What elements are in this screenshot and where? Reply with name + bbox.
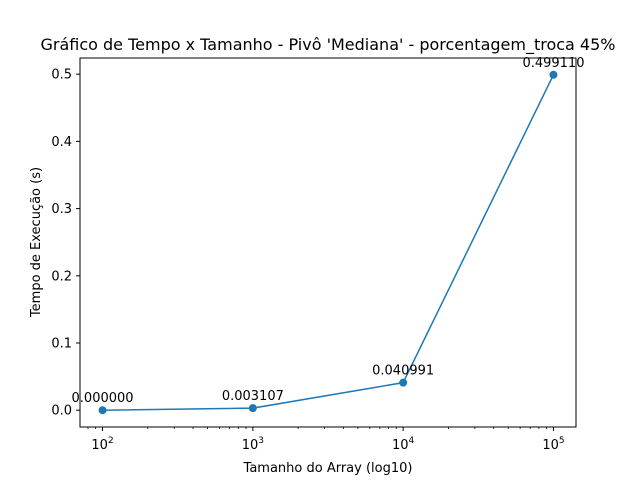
plot-area: 0.0 0.1 0.2 0.3 0.4 0.5 102 103 104 105 0.000000 0.…: [51, 56, 584, 453]
data-point: [399, 378, 408, 387]
data-label: 0.499110: [522, 56, 584, 71]
y-tick-label: 0.4: [51, 135, 72, 150]
data-label: 0.003107: [222, 389, 284, 404]
data-label: 0.040991: [372, 364, 434, 379]
data-point: [549, 70, 558, 79]
data-point: [248, 404, 257, 413]
series-line: [102, 74, 555, 411]
x-tick-label: 103: [242, 436, 264, 453]
y-tick-label: 0.2: [51, 269, 72, 284]
axes-frame: [79, 57, 577, 428]
y-tick-label: 0.3: [51, 202, 72, 217]
y-axis-label: Tempo de Execução (s): [29, 167, 44, 318]
y-tick-label: 0.0: [51, 404, 72, 419]
x-tick-label: 102: [91, 436, 113, 453]
y-tick-label: 0.1: [51, 337, 72, 352]
x-axis-label: Tamanho do Array (log10): [243, 461, 413, 476]
chart-title: Gráfico de Tempo x Tamanho - Pivô 'Media…: [40, 35, 615, 55]
data-label: 0.000000: [72, 391, 134, 406]
y-tick-label: 0.5: [51, 68, 72, 83]
data-point: [98, 406, 107, 415]
x-tick-label: 105: [542, 436, 564, 453]
x-tick-label: 104: [392, 436, 415, 453]
